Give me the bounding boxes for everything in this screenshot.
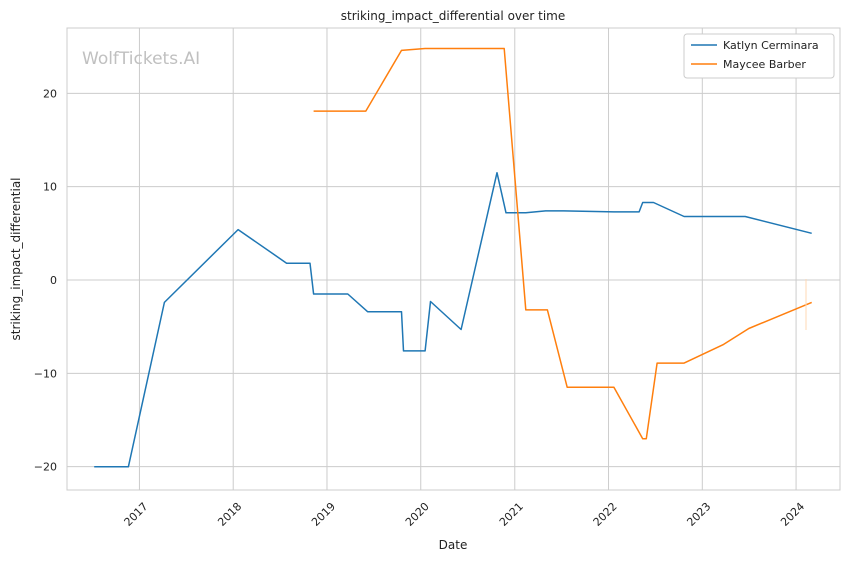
- series-line-maycee-barber: [313, 47, 812, 440]
- x-tick-label: 2024: [778, 500, 807, 529]
- series-line-katlyn-cerminara: [94, 171, 812, 468]
- series-lines: [94, 47, 812, 468]
- x-tick-label: 2017: [122, 500, 151, 529]
- y-axis-label: striking_impact_differential: [9, 177, 23, 340]
- legend-label-katlyn-cerminara: Katlyn Cerminara: [723, 39, 819, 52]
- y-tick-label: 20: [43, 87, 57, 100]
- watermark: WolfTickets.AI: [82, 49, 200, 69]
- x-tick-label: 2022: [591, 500, 620, 529]
- legend: Katlyn Cerminara Maycee Barber: [683, 33, 835, 79]
- y-tick-label: 0: [50, 274, 57, 287]
- x-axis-label: Date: [439, 538, 468, 552]
- y-tick-label: 10: [43, 181, 57, 194]
- x-tick-label: 2021: [497, 500, 526, 529]
- legend-box: [683, 33, 835, 79]
- y-tick-label: −10: [34, 367, 57, 380]
- x-tick-label: 2019: [309, 500, 338, 529]
- chart-title: striking_impact_differential over time: [341, 9, 566, 23]
- plot-area-frame: [66, 27, 841, 491]
- legend-label-maycee-barber: Maycee Barber: [723, 58, 806, 71]
- x-tick-label: 2018: [215, 500, 244, 529]
- x-tick-label: 2020: [403, 500, 432, 529]
- gridlines: [67, 28, 840, 490]
- x-tick-label: 2023: [684, 500, 713, 529]
- y-tick-label: −20: [34, 461, 57, 474]
